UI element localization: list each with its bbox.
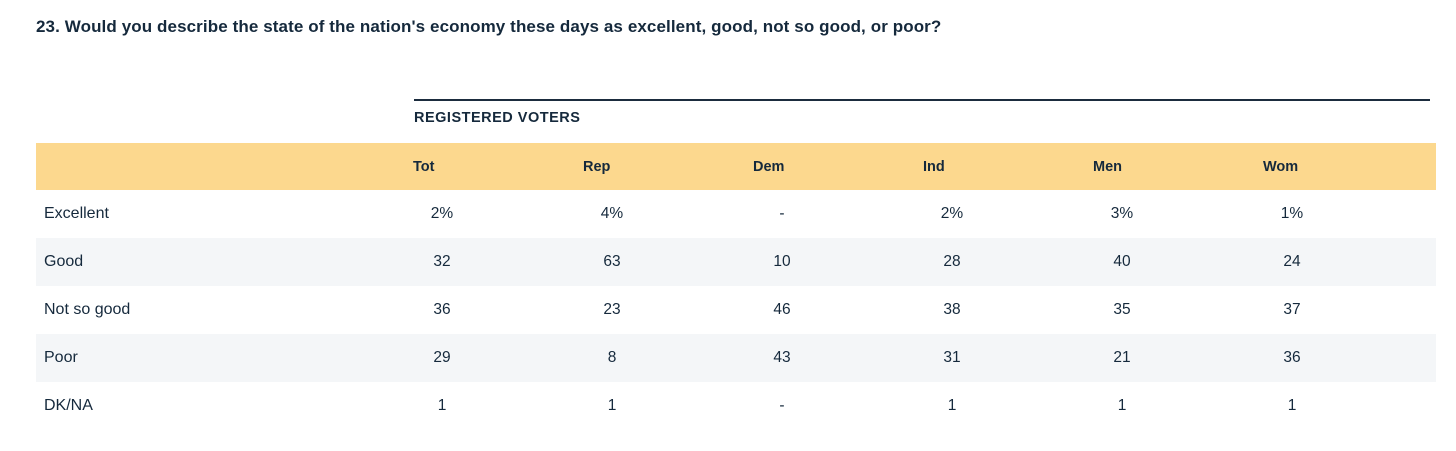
table-row-excellent: Excellent 2% 4% - 2% 3% 1% xyxy=(36,190,1436,238)
table-row-dk-na: DK/NA 1 1 - 1 1 1 xyxy=(36,382,1436,430)
column-header-tot: Tot xyxy=(413,158,435,175)
column-header-dem: Dem xyxy=(753,158,785,175)
cell-value: - xyxy=(779,205,785,222)
cell-value: 37 xyxy=(1283,301,1301,318)
cell-value: 21 xyxy=(1113,349,1131,366)
results-table: Tot Rep Dem Ind Men Wom Excellent 2% 4% … xyxy=(36,143,1436,430)
cell-value: 1 xyxy=(437,397,447,414)
cell-value: 1 xyxy=(947,397,957,414)
column-header-rep: Rep xyxy=(583,158,611,175)
column-header-men: Men xyxy=(1093,158,1122,175)
cell-value: 31 xyxy=(943,349,961,366)
table-header-row: Tot Rep Dem Ind Men Wom xyxy=(36,143,1436,190)
cell-value: 1% xyxy=(1280,205,1304,222)
cell-value: 1 xyxy=(607,397,617,414)
cell-value: 2% xyxy=(430,205,454,222)
cell-value: 63 xyxy=(603,253,621,270)
row-label: Poor xyxy=(44,349,78,366)
cell-value: 36 xyxy=(433,301,451,318)
cell-value: 38 xyxy=(943,301,961,318)
cell-value: 29 xyxy=(433,349,451,366)
cell-value: 35 xyxy=(1113,301,1131,318)
section-label: REGISTERED VOTERS xyxy=(414,110,581,126)
table-row-not-so-good: Not so good 36 23 46 38 35 37 xyxy=(36,286,1436,334)
row-label: Excellent xyxy=(44,205,109,222)
cell-value: 8 xyxy=(607,349,617,366)
cell-value: 23 xyxy=(603,301,621,318)
cell-value: 2% xyxy=(940,205,964,222)
cell-value: 28 xyxy=(943,253,961,270)
cell-value: - xyxy=(779,397,785,414)
cell-value: 4% xyxy=(600,205,624,222)
cell-value: 36 xyxy=(1283,349,1301,366)
column-header-wom: Wom xyxy=(1263,158,1299,175)
question-title: 23. Would you describe the state of the … xyxy=(36,17,942,36)
cell-value: 32 xyxy=(433,253,451,270)
cell-value: 43 xyxy=(773,349,791,366)
table-row-poor: Poor 29 8 43 31 21 36 xyxy=(36,334,1436,382)
cell-value: 40 xyxy=(1113,253,1131,270)
table-row-good: Good 32 63 10 28 40 24 xyxy=(36,238,1436,286)
cell-value: 24 xyxy=(1283,253,1301,270)
cell-value: 1 xyxy=(1287,397,1297,414)
cell-value: 1 xyxy=(1117,397,1127,414)
cell-value: 3% xyxy=(1110,205,1134,222)
cell-value: 10 xyxy=(773,253,791,270)
row-label: DK/NA xyxy=(44,397,93,414)
section-header-block: REGISTERED VOTERS xyxy=(414,99,1430,126)
column-header-ind: Ind xyxy=(923,158,945,175)
column-header-spacer xyxy=(36,143,413,190)
row-label: Not so good xyxy=(44,301,131,318)
row-label: Good xyxy=(44,253,84,270)
cell-value: 46 xyxy=(773,301,791,318)
